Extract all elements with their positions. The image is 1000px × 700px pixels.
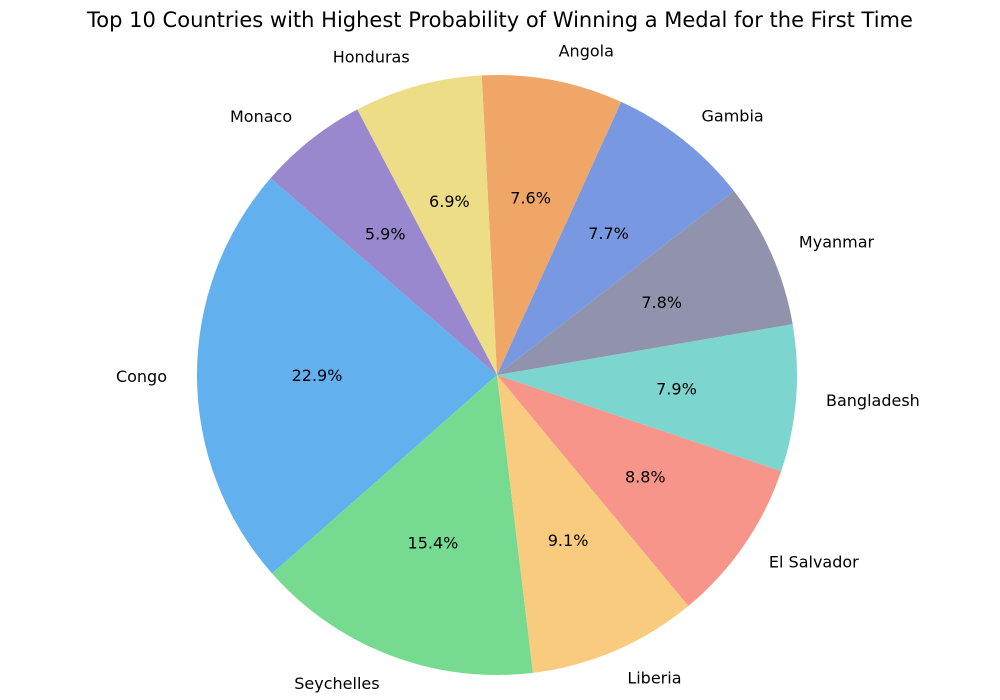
slice-label-bangladesh: Bangladesh [826,391,920,410]
pct-label-monaco: 5.9% [365,224,406,243]
pct-label-bangladesh: 7.9% [656,379,697,398]
pct-label-seychelles: 15.4% [408,534,459,553]
pie-labels: Congo 22.9% Seychelles 15.4% Liberia 9.1% El S… [116,41,920,693]
chart-title: Top 10 Countries with Highest Probabilit… [87,8,913,32]
pct-label-myanmar: 7.8% [641,293,682,312]
pie-slice-congo [197,178,497,574]
pie-slice-seychelles [272,375,533,676]
pct-label-angola: 7.6% [510,189,551,208]
slice-label-honduras: Honduras [333,47,410,66]
pie-slice-honduras [357,75,497,375]
pie-slice-bangladesh [497,324,797,472]
pie-slice-gambia [497,101,734,376]
slice-label-angola: Angola [559,41,614,60]
pct-label-liberia: 9.1% [548,531,589,550]
slice-label-congo: Congo [116,367,167,386]
pct-label-congo: 22.9% [292,366,343,385]
pct-label-el-salvador: 8.8% [625,468,666,487]
pie-slice-angola [481,75,622,376]
pie-slices [197,75,797,676]
pie-slice-monaco [270,109,497,376]
pct-label-honduras: 6.9% [429,192,470,211]
pie-slice-liberia [497,375,689,673]
slice-label-liberia: Liberia [627,669,681,688]
slice-label-gambia: Gambia [702,107,764,126]
pie-slice-myanmar [497,190,793,375]
slice-label-myanmar: Myanmar [799,232,875,251]
pct-label-gambia: 7.7% [588,224,629,243]
slice-label-seychelles: Seychelles [294,674,379,693]
slice-label-monaco: Monaco [230,107,292,126]
slice-label-el-salvador: El Salvador [769,553,859,572]
pie-slice-el-salvador [497,375,782,607]
